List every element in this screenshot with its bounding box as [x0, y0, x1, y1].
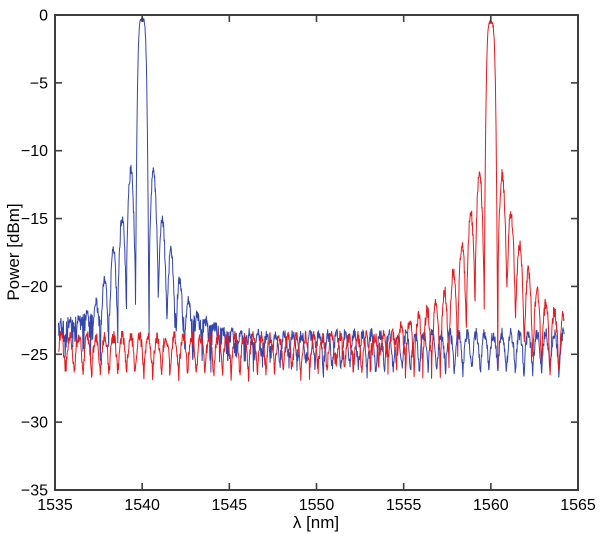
y-tick-label: −10 — [21, 143, 48, 160]
x-tick-label: 1560 — [473, 497, 509, 514]
trace-spectrum-1560nm — [58, 19, 565, 382]
axes-box — [54, 14, 579, 491]
trace-spectrum-1540nm — [58, 17, 565, 379]
y-tick-label: −15 — [21, 211, 48, 228]
x-tick-label: 1550 — [299, 497, 335, 514]
y-tick-label: −30 — [21, 415, 48, 432]
y-tick-label: −20 — [21, 279, 48, 296]
y-axis-label: Power [dBm] — [4, 203, 23, 301]
x-tick-label: 1535 — [37, 497, 73, 514]
y-tick-label: −25 — [21, 347, 48, 364]
y-tick-label: 0 — [39, 8, 48, 25]
x-tick-label: 1565 — [560, 497, 596, 514]
x-tick-label: 1555 — [386, 497, 422, 514]
x-tick-label: 1540 — [124, 497, 160, 514]
x-tick-label: 1545 — [212, 497, 248, 514]
y-tick-label: −35 — [21, 483, 48, 500]
x-axis-label: λ [nm] — [292, 513, 340, 532]
y-tick-label: −5 — [30, 75, 48, 92]
